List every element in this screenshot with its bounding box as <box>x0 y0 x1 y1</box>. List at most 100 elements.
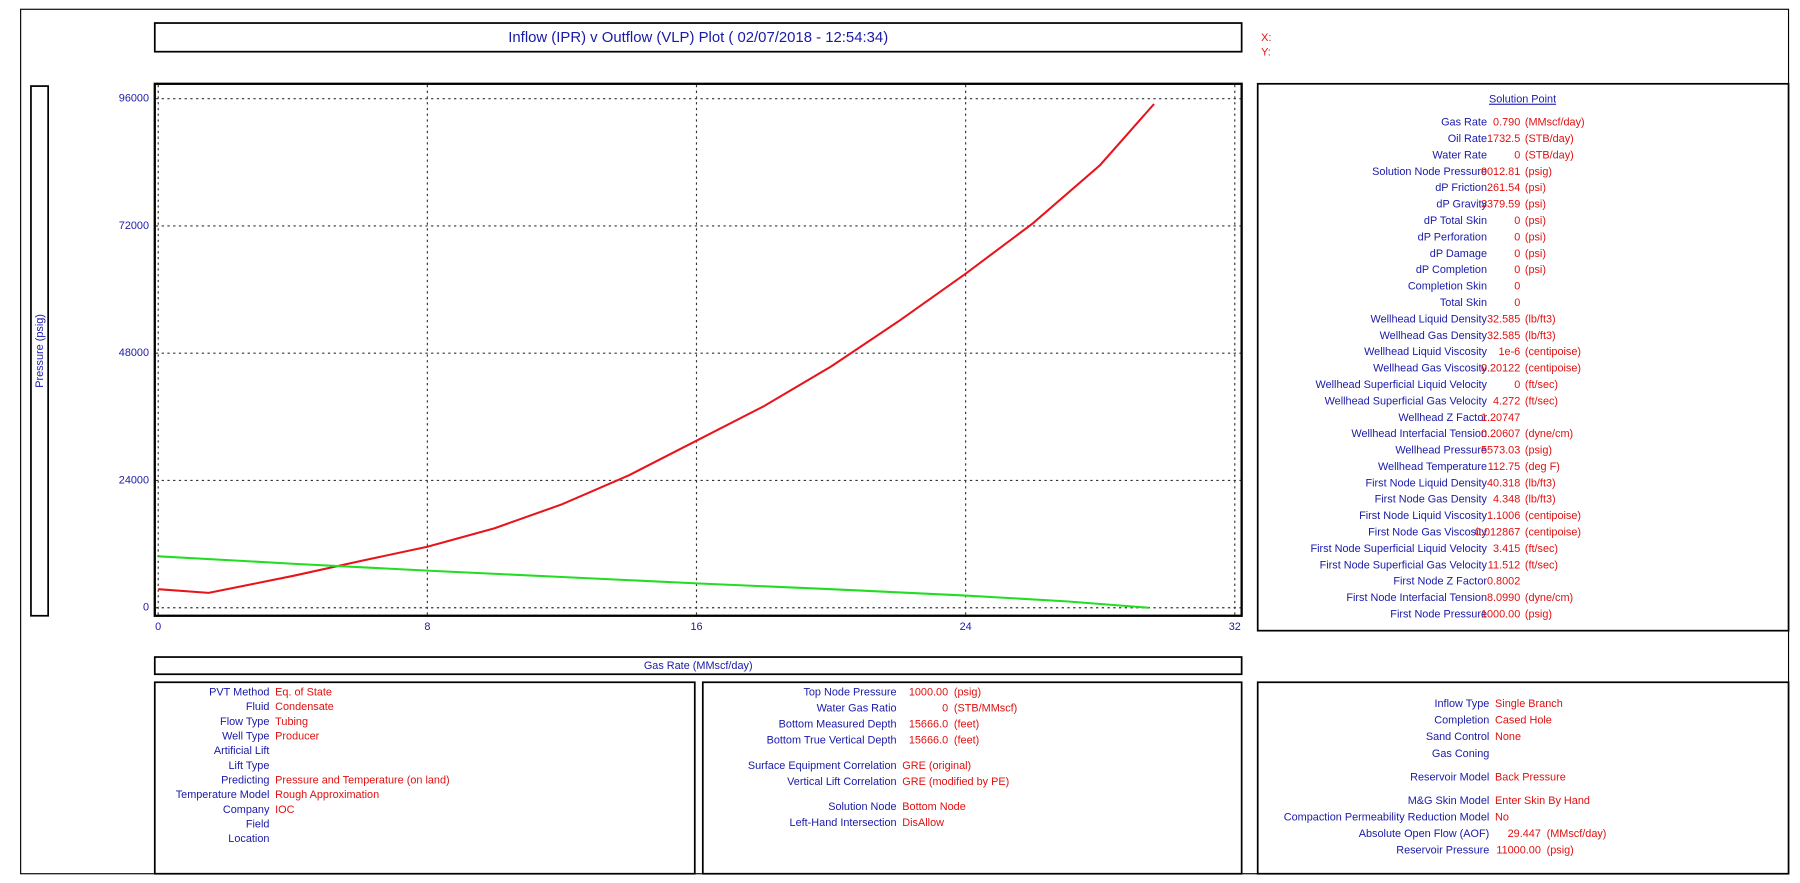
x-tick-label: 32 <box>1229 621 1241 633</box>
panel-label: Temperature Model <box>176 789 270 801</box>
panel-unit: (STB/MMscf) <box>954 703 1017 715</box>
panel-label: Surface Equipment Correlation <box>748 760 897 772</box>
panel-value: Producer <box>275 730 320 742</box>
row-value: 1e-6 <box>1498 346 1520 358</box>
row-unit: (ft/sec) <box>1525 395 1558 407</box>
panel-value: Rough Approximation <box>275 789 379 801</box>
row-label: Oil Rate <box>1448 133 1487 145</box>
panel-unit: (MMscf/day) <box>1547 828 1607 840</box>
x-label-box <box>153 656 1243 676</box>
panel-value: Pressure and Temperature (on land) <box>275 775 450 787</box>
row-unit: (psi) <box>1525 264 1546 276</box>
panel-value: Tubing <box>275 716 308 728</box>
row-label: dP Friction <box>1435 182 1487 194</box>
row-unit: (psi) <box>1525 215 1546 227</box>
panel-label: Well Type <box>222 730 269 742</box>
row-value: 32.585 <box>1487 313 1520 325</box>
plot-frame <box>153 82 1243 617</box>
row-value: 0.20122 <box>1481 363 1520 375</box>
panel-label: Sand Control <box>1426 731 1489 743</box>
panel-label: Left-Hand Intersection <box>790 817 897 829</box>
panel-value: 1000.00 <box>909 686 948 698</box>
row-unit: (psi) <box>1525 248 1546 260</box>
row-value: 0 <box>1514 281 1520 293</box>
row-unit: (lb/ft3) <box>1525 477 1556 489</box>
y-label-box <box>30 85 50 617</box>
row-value: 0 <box>1514 149 1520 161</box>
row-value: 261.54 <box>1487 182 1520 194</box>
row-label: First Node Gas Viscosity <box>1368 527 1487 539</box>
panel-value: GRE (modified by PE) <box>902 776 1009 788</box>
panel-right <box>1256 681 1790 875</box>
y-tick-label: 96000 <box>119 93 149 105</box>
row-label: Solution Node Pressure <box>1372 166 1487 178</box>
row-value: 3379.59 <box>1481 199 1520 211</box>
row-value: 8.0990 <box>1487 592 1520 604</box>
row-unit: (psi) <box>1525 182 1546 194</box>
panel-label: Inflow Type <box>1434 698 1489 710</box>
panel-label: Reservoir Pressure <box>1396 845 1489 857</box>
row-value: 40.318 <box>1487 477 1520 489</box>
row-unit: (psig) <box>1525 445 1552 457</box>
panel-label: Gas Coning <box>1432 748 1489 760</box>
row-label: First Node Liquid Density <box>1366 477 1488 489</box>
row-unit: (deg F) <box>1525 461 1560 473</box>
row-value: 9012.81 <box>1481 166 1520 178</box>
panel-label: Bottom Measured Depth <box>779 719 897 731</box>
row-unit: (MMscf/day) <box>1525 117 1585 129</box>
row-unit: (STB/day) <box>1525 133 1574 145</box>
panel-value: GRE (original) <box>902 760 971 772</box>
row-value: 1000.00 <box>1481 608 1520 620</box>
panel-label: Compaction Permeability Reduction Model <box>1284 811 1490 823</box>
row-label: Wellhead Gas Density <box>1380 330 1488 342</box>
panel-value: 11000.00 <box>1496 845 1541 857</box>
row-label: dP Damage <box>1430 248 1487 260</box>
row-label: Wellhead Temperature <box>1378 461 1487 473</box>
panel-value: Back Pressure <box>1495 771 1566 783</box>
panel-label: Company <box>223 804 270 816</box>
panel-value: Single Branch <box>1495 698 1563 710</box>
row-label: Wellhead Gas Viscosity <box>1373 363 1487 375</box>
y-tick-label: 0 <box>143 602 149 614</box>
panel-label: Completion <box>1434 715 1489 727</box>
panel-label: Lift Type <box>229 760 270 772</box>
row-value: 11.512 <box>1488 559 1520 571</box>
row-unit: (ft/sec) <box>1525 559 1558 571</box>
panel-left <box>153 681 696 875</box>
row-value: 0 <box>1514 215 1520 227</box>
x-tick-label: 16 <box>690 621 702 633</box>
row-label: First Node Interfacial Tension <box>1346 592 1487 604</box>
panel-label: Top Node Pressure <box>803 686 896 698</box>
row-value: 0.012867 <box>1475 527 1520 539</box>
row-value: 112.75 <box>1488 461 1520 473</box>
row-unit: (lb/ft3) <box>1525 330 1556 342</box>
row-label: First Node Z Factor <box>1393 576 1487 588</box>
row-label: dP Perforation <box>1418 231 1487 243</box>
row-label: Water Rate <box>1432 149 1487 161</box>
panel-label: Artificial Lift <box>214 745 270 757</box>
chart-title: Inflow (IPR) v Outflow (VLP) Plot ( 02/0… <box>508 30 888 46</box>
panel-unit: (psig) <box>1547 845 1574 857</box>
row-label: First Node Superficial Gas Velocity <box>1320 559 1488 571</box>
row-label: dP Gravity <box>1436 199 1487 211</box>
panel-value: Eq. of State <box>275 686 332 698</box>
row-unit: (centipoise) <box>1525 363 1581 375</box>
row-label: Wellhead Interfacial Tension <box>1351 428 1487 440</box>
cursor-x: X: <box>1261 32 1271 44</box>
row-value: 0 <box>1514 379 1520 391</box>
y-axis-label: Pressure (psig) <box>34 314 46 388</box>
panel-label: Vertical Lift Correlation <box>787 776 896 788</box>
panel-value: 15666.0 <box>909 719 948 731</box>
row-value: 0.20607 <box>1481 428 1520 440</box>
row-value: 1.1006 <box>1487 510 1520 522</box>
panel-value: None <box>1495 731 1521 743</box>
panel-value: Cased Hole <box>1495 715 1552 727</box>
row-label: Wellhead Superficial Liquid Velocity <box>1316 379 1488 391</box>
panel-label: Field <box>246 819 270 831</box>
panel-value: DisAllow <box>902 817 944 829</box>
row-label: First Node Pressure <box>1390 608 1487 620</box>
row-label: Wellhead Pressure <box>1395 445 1487 457</box>
row-unit: (ft/sec) <box>1525 379 1558 391</box>
panel-value: 15666.0 <box>909 735 948 747</box>
